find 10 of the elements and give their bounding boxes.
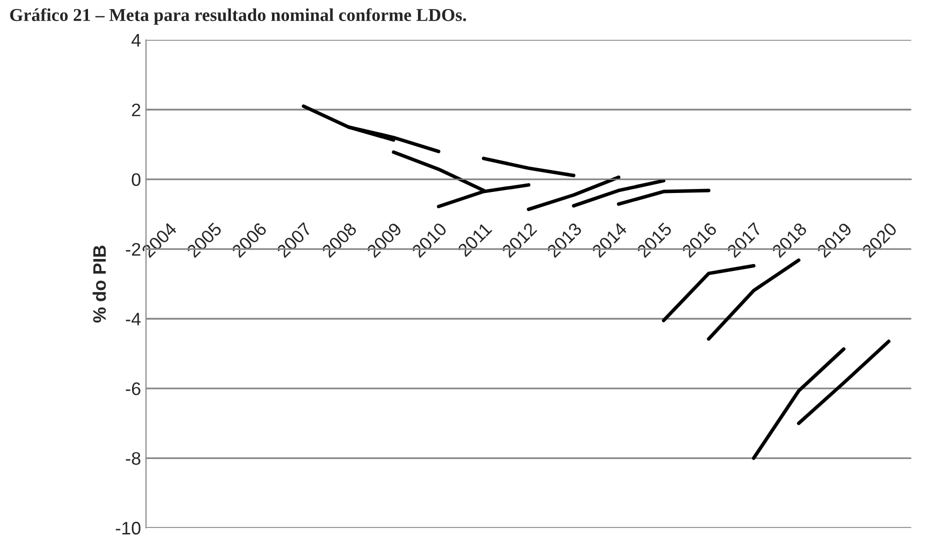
y-tick-label: -8 [126, 452, 140, 465]
y-tick-label: -4 [126, 312, 141, 326]
y-tick-label: 0 [132, 173, 140, 186]
y-tick-label: 2 [132, 104, 140, 116]
y-tick-label: -2 [126, 242, 140, 256]
chart-title: Gráfico 21 – Meta para resultado nominal conforme LDOs. [10, 8, 466, 25]
y-axis-title: % do PIB [92, 246, 106, 323]
y-tick-label: -10 [116, 522, 140, 535]
y-tick-label: -6 [126, 382, 140, 396]
y-tick-label: 4 [132, 34, 141, 46]
